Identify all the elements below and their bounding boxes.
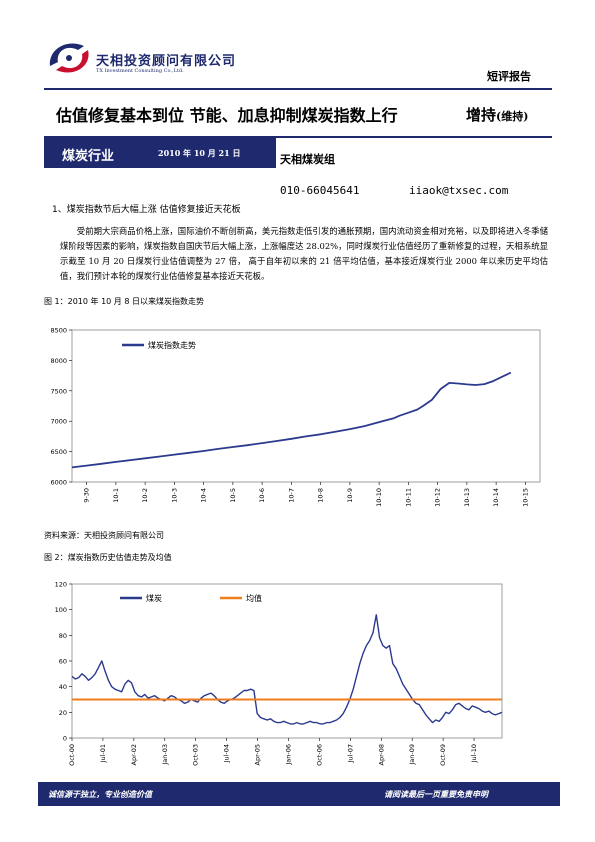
legend-label-2: 均值 [246, 593, 262, 603]
x-tick-label: Oct-06 [315, 744, 323, 766]
footer-slogan: 诚信源于独立，专业创造价值 [48, 789, 152, 799]
rating-note: (维持) [496, 110, 529, 123]
x-tick-label: Jul-01 [99, 744, 107, 763]
x-tick-label: Jul-07 [346, 744, 354, 763]
contact-email: iiaok@txsec.com [409, 184, 509, 197]
y-tick-label: 80 [59, 632, 67, 640]
x-tick-label: 10-2 [141, 488, 149, 503]
report-type: 短评报告 [487, 70, 531, 83]
y-tick-label: 120 [55, 581, 67, 589]
y-tick-label: 8500 [50, 327, 67, 335]
plot-frame [71, 329, 541, 483]
series-line-1 [71, 614, 503, 725]
x-tick-label: 10-10 [375, 488, 383, 507]
company-logo [49, 43, 89, 73]
x-tick-label: Jan-09 [408, 744, 416, 766]
x-tick-label: Jul-10 [470, 744, 478, 763]
legend-label-1: 煤炭 [146, 593, 162, 603]
y-tick-label: 6500 [50, 448, 67, 456]
footer-disclaimer: 请阅读最后一页重要免责申明 [384, 789, 488, 799]
x-tick-label: Apr-02 [130, 744, 138, 765]
x-tick-label: 10-9 [346, 488, 354, 503]
y-tick-label: 6000 [50, 479, 67, 487]
x-tick-label: 10-12 [434, 488, 442, 507]
series-line-1 [71, 371, 512, 469]
footer-bar: 诚信源于独立，专业创造价值 请阅读最后一页重要免责申明 [38, 782, 560, 806]
section-title: 1、煤炭指数节后大幅上涨 估值修复接近天花板 [52, 205, 241, 215]
y-tick-label: 7000 [50, 418, 67, 426]
x-tick-label: 10-7 [287, 488, 295, 503]
x-tick-label: 10-6 [258, 488, 266, 503]
page-title: 估值修复基本到位 节能、加息抑制煤炭指数上行 [56, 106, 398, 125]
x-tick-label: 10-15 [521, 488, 529, 507]
y-tick-label: 40 [59, 683, 67, 691]
legend-label-1: 煤炭指数走势 [148, 340, 196, 350]
x-tick-label: 10-5 [229, 488, 237, 503]
x-tick-label: Oct-09 [439, 744, 447, 766]
x-tick-label: 10-3 [170, 488, 178, 503]
x-tick-label: 10-11 [404, 488, 412, 507]
rating: 增持(维持) [466, 104, 528, 125]
x-tick-label: Oct-03 [192, 744, 200, 766]
x-tick-label: 10-1 [112, 488, 120, 503]
y-tick-label: 60 [59, 658, 67, 666]
figure1-source: 资料来源：天相投资顾问有限公司 [44, 531, 164, 540]
header-rule [44, 88, 552, 90]
y-tick-label: 20 [59, 709, 67, 717]
company-name-en: TX Investment Consulting Co.,Ltd. [96, 68, 184, 74]
rating-value: 增持 [466, 106, 497, 124]
banner-rule [44, 136, 552, 138]
x-tick-label: 10-8 [317, 488, 325, 503]
report-date: 2010 年 10 月 21 日 [158, 148, 241, 158]
contact-phone: 010-66045641 [280, 184, 360, 197]
industry-label: 煤炭行业 [62, 149, 115, 164]
company-name-cn: 天相投资顾问有限公司 [96, 54, 237, 69]
analyst-team: 天相煤炭组 [280, 153, 335, 166]
x-tick-label: Jul-04 [223, 744, 231, 763]
y-tick-label: 7500 [50, 387, 67, 395]
coal-index-trend-chart: 6000 6500 7000 7500 8000 8500 9-30 10-1 10-2 10-3… [44, 316, 552, 522]
figure1-caption: 图 1：2010 年 10 月 8 日以来煤炭指数走势 [44, 297, 204, 306]
y-tick-label: 8000 [50, 357, 67, 365]
x-tick-label: Oct-00 [68, 744, 76, 766]
coal-valuation-history-chart: 0 20 40 60 80 100 120 Oct-00 Jul-01 Apr-02 Jan-03 O… [44, 572, 552, 776]
industry-banner: 煤炭行业 2010 年 10 月 21 日 [44, 138, 276, 168]
body-paragraph: 受前期大宗商品价格上涨，国际油价不断创新高，美元指数走低引发的通胀预期，国内流动… [60, 226, 548, 281]
y-tick-label: 100 [55, 606, 67, 614]
x-tick-label: Jan-03 [161, 744, 169, 766]
x-tick-label: 10-4 [200, 488, 208, 503]
x-tick-label: Apr-08 [377, 744, 385, 765]
x-tick-label: 10-14 [492, 488, 500, 507]
x-tick-label: Jan-06 [284, 744, 292, 766]
plot-frame [71, 583, 503, 739]
x-tick-label: 9-30 [83, 488, 91, 503]
x-tick-label: Apr-05 [254, 744, 262, 765]
y-tick-label: 0 [63, 735, 67, 743]
x-tick-label: 10-13 [463, 488, 471, 507]
figure2-caption: 图 2：煤炭指数历史估值走势及均值 [44, 553, 172, 562]
